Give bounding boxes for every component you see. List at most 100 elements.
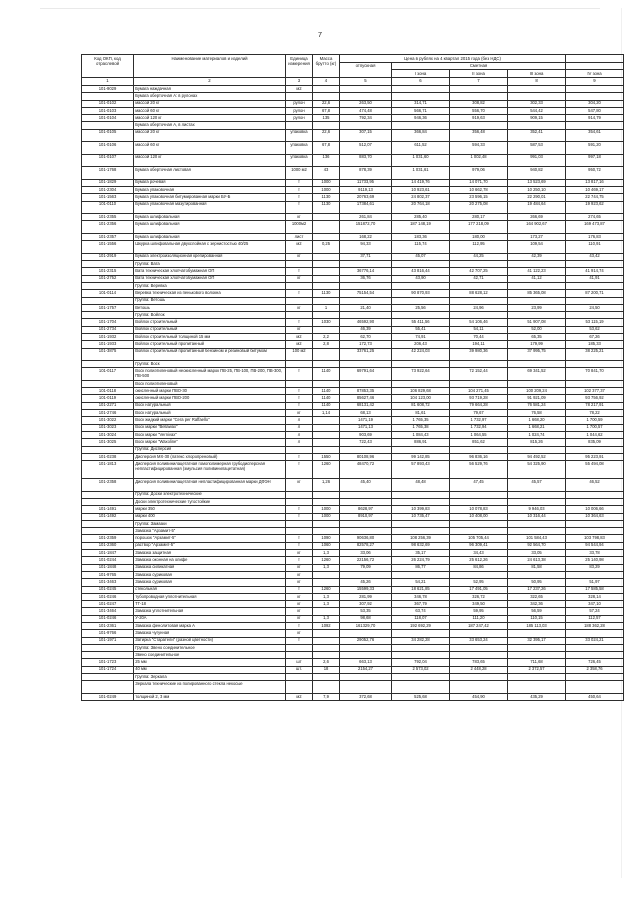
- zone4-row: [565, 92, 640, 101]
- cell-code: 101-1933: [81, 340, 134, 349]
- cell-price-zone3: 22 290,01: [506, 193, 567, 202]
- cell-mass: 1140: [312, 367, 340, 381]
- cell-price-release: 53,35: [339, 607, 392, 616]
- cell-price-zone3: [506, 629, 567, 638]
- cell-material-name: Войлок строительный пропитанный: [133, 340, 286, 349]
- cell-price-zone1: 1 084,43: [391, 430, 450, 440]
- cell-price-release: 161329,70: [339, 621, 392, 631]
- cell-unit: 100 м2: [285, 347, 313, 362]
- cell-price-zone2: 594,33: [449, 141, 508, 155]
- cell-unit: упаковка: [285, 153, 313, 168]
- page-margin-cell: [624, 194, 640, 201]
- table-row-group: Группа: Звено соединительное: [81, 643, 567, 653]
- header-column-numbers: 1 2 3 4 5 6 7 8: [81, 76, 567, 86]
- cell-price-zone4: 997,18: [565, 153, 624, 168]
- zone4-row: 304,20: [565, 99, 640, 108]
- cell-unit: кг: [285, 600, 313, 609]
- cell-price-zone4: [565, 497, 624, 507]
- cell-material-name: Шкурка шлифовальная двухслойная с зернис…: [133, 240, 286, 254]
- zone4-row: 176,83: [565, 232, 640, 242]
- cell-price-zone1: 45,07: [391, 252, 450, 262]
- cell-material-name: Бумага шлифовальная: [133, 232, 286, 242]
- page-margin-cell: [624, 666, 640, 673]
- price-table: Код ОКП, код отраслевой Наименование мат…: [81, 54, 567, 702]
- cell-code: 101-3464: [81, 607, 134, 616]
- cell-price-release: 1471,13: [339, 423, 392, 432]
- table-row: 101-0238 Дисперсия МХ-30 (латекс хлоропре…: [81, 452, 567, 462]
- cell-price-zone1: 81,61: [391, 409, 450, 418]
- cell-unit: т: [285, 200, 313, 215]
- zone4-row: 110,91: [565, 240, 640, 254]
- cell-material-name: марки 350: [133, 505, 286, 514]
- cell-price-zone2: [449, 680, 508, 694]
- cell-code: [81, 490, 134, 499]
- header-name: Наименование материалов и изделий: [133, 54, 286, 78]
- cell-price-zone4: 354,61: [565, 128, 624, 143]
- cell-group-name: Группа: Воск: [133, 360, 286, 369]
- cell-price-release: 792,34: [339, 114, 392, 123]
- cell-mass: 1140: [312, 394, 340, 403]
- cell-price-zone3: [506, 570, 567, 580]
- page-margin-cell: [624, 528, 640, 535]
- cell-price-zone1: [391, 121, 450, 130]
- cell-price-zone1: [391, 84, 450, 94]
- cell-group-name: Группа: Веревка: [133, 281, 286, 291]
- cell-unit: м2: [285, 84, 313, 94]
- colnum-2: 2: [133, 76, 286, 86]
- zone4-row: [565, 490, 640, 499]
- cell-price-zone4: [565, 311, 624, 320]
- cell-code: 101-1757: [81, 303, 134, 313]
- cell-price-zone2: 79,67: [449, 409, 508, 418]
- cell-price-zone3: 266,69: [506, 213, 567, 222]
- page-margin-cell: [624, 593, 640, 600]
- page-margin-cell: [624, 557, 640, 564]
- page-margin-cell: [624, 601, 640, 608]
- page-margin-cell: [624, 630, 640, 637]
- cell-material-name: Замазка оконная на олифе: [133, 556, 286, 565]
- cell-price-zone1: 20 764,18: [391, 200, 450, 215]
- price-table-container: Код ОКП, код отраслевой Наименование мат…: [81, 54, 567, 702]
- cell-material-name: У-20А: [133, 614, 286, 624]
- cell-price-zone2: [449, 281, 508, 291]
- cell-mass: 1090: [312, 534, 340, 543]
- cell-price-zone4: 22 744,75: [565, 193, 624, 202]
- cell-price-zone2: 39 980,36: [449, 347, 508, 362]
- cell-code: 101-2746: [81, 409, 134, 418]
- cell-code: [81, 643, 134, 653]
- cell-code: 101-9765: [81, 570, 134, 580]
- cell-price-release: 15599,33: [339, 585, 392, 594]
- cell-price-zone4: 10 006,66: [565, 505, 624, 514]
- cell-price-release: [339, 121, 392, 130]
- table-row-subheading: Бумага оберточная А, в листах: [81, 121, 567, 130]
- table-row: 101-1563 Бумага упаковочная битумированна…: [81, 193, 567, 202]
- cell-material-name: Воск натуральный: [133, 409, 286, 418]
- cell-price-release: 281,99: [339, 592, 392, 602]
- table-row: 101-0245 стекольная т 1260 15599,33 18 621,85…: [81, 585, 567, 594]
- cell-price-zone1: [391, 527, 450, 536]
- cell-price-release: 94,33: [339, 240, 392, 254]
- cell-mass: [312, 607, 340, 616]
- cell-material-name: окисленный марки ПВО-200: [133, 394, 286, 403]
- cell-mass: [312, 213, 340, 222]
- table-row-group: Группа: Веревка: [81, 281, 567, 291]
- cell-price-release: 474,48: [339, 106, 392, 116]
- cell-price-zone3: 32 395,17: [506, 636, 567, 645]
- cell-unit: [285, 311, 313, 320]
- zone4-row: 70 841,70: [565, 367, 640, 381]
- zone4-row: 78 217,91: [565, 401, 640, 411]
- cell-unit: кг: [285, 629, 313, 638]
- cell-unit: т: [285, 394, 313, 403]
- cell-price-release: 22156,72: [339, 556, 392, 565]
- zone4-row: 93 756,92: [565, 394, 640, 403]
- cell-mass: [312, 84, 340, 94]
- table-row: 101-1492 марки 400 т 1000 8910,97 10 735,47 10…: [81, 512, 567, 521]
- zone4-row: 10 364,63: [565, 512, 640, 521]
- zone4-row: 43,42: [565, 252, 640, 262]
- zone4-row: [565, 296, 640, 305]
- table-row: 101-0114 Веревка техническая из пеньковог…: [81, 289, 567, 298]
- cell-material-name: массой 20 кг: [133, 99, 286, 108]
- zone4-row: [565, 281, 640, 291]
- cell-price-zone4: [565, 92, 624, 101]
- cell-price-release: [339, 570, 392, 580]
- table-row: 101-9029 Бумага наждачная м2: [81, 84, 567, 94]
